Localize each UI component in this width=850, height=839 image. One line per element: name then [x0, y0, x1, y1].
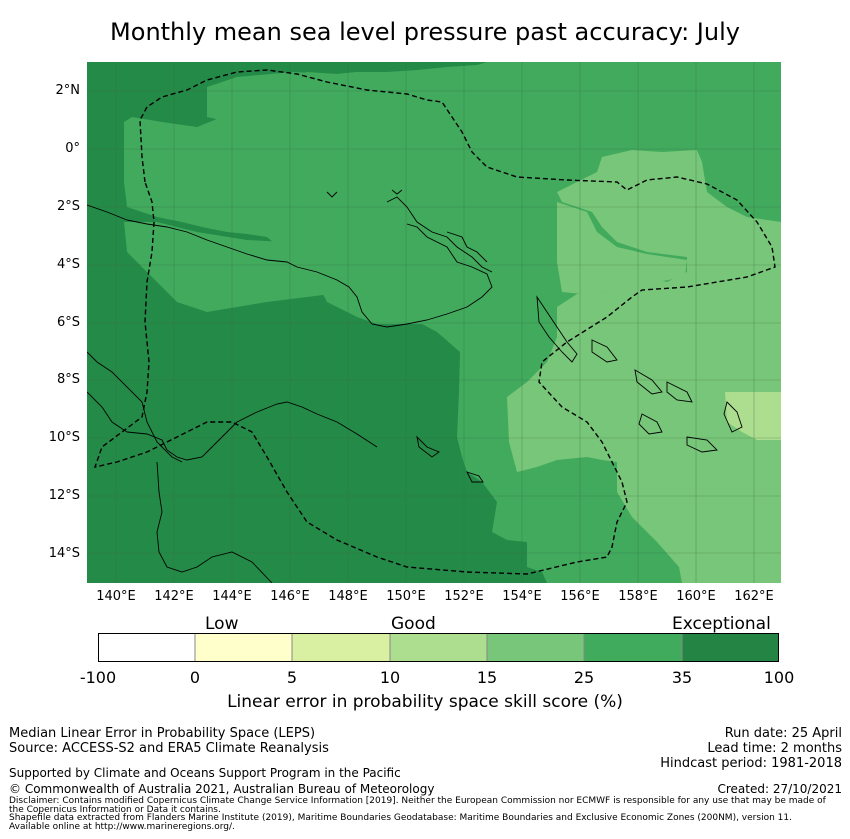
- lon-tick: 156°E: [560, 589, 600, 604]
- lat-tick: 0°: [65, 141, 80, 156]
- coastlines: [87, 189, 743, 583]
- lon-tick: 146°E: [270, 589, 310, 604]
- source-text: Source: ACCESS-S2 and ERA5 Climate Reana…: [9, 741, 329, 756]
- colorbar-segment: [584, 633, 682, 662]
- colorbar: [98, 633, 779, 662]
- skill-region-medium: [507, 150, 781, 583]
- lon-tick: 150°E: [386, 589, 426, 604]
- skill-region-medium-mid: [557, 202, 687, 294]
- created-date: Created: 27/10/2021: [717, 782, 842, 796]
- leps-description: Median Linear Error in Probability Space…: [9, 726, 316, 741]
- supported-text: Supported by Climate and Oceans Support …: [9, 766, 401, 780]
- lat-tick: 10°S: [48, 430, 80, 445]
- lon-tick: 144°E: [212, 589, 252, 604]
- map-title: Monthly mean sea level pressure past acc…: [110, 18, 740, 46]
- copyright-text: © Commonwealth of Australia 2021, Austra…: [9, 782, 435, 796]
- colorbar-tick: 100: [763, 668, 795, 687]
- colorbar-tick: 25: [573, 668, 595, 687]
- colorbar-tick: -100: [79, 668, 117, 687]
- colorbar-tick: 5: [286, 668, 298, 687]
- lon-tick: 140°E: [96, 589, 136, 604]
- colorbar-segment: [682, 633, 779, 662]
- lon-tick: 148°E: [328, 589, 368, 604]
- colorbar-tick: 35: [671, 668, 693, 687]
- lon-tick: 158°E: [618, 589, 658, 604]
- colorbar-category-good: Good: [391, 614, 436, 634]
- colorbar-segment: [292, 633, 390, 662]
- colorbar-segment: [390, 633, 487, 662]
- colorbar-tick: 15: [476, 668, 498, 687]
- skill-region-dark-west: [124, 222, 357, 312]
- lat-tick: 2°S: [56, 199, 80, 214]
- colorbar-tick: 10: [379, 668, 401, 687]
- graticule: [87, 62, 781, 583]
- run-date: Run date: 25 April: [724, 726, 842, 741]
- lon-tick: 162°E: [734, 589, 774, 604]
- lon-tick: 160°E: [676, 589, 716, 604]
- lat-tick: 8°S: [56, 372, 80, 387]
- colorbar-label: Linear error in probability space skill …: [227, 692, 623, 712]
- lead-time: Lead time: 2 months: [707, 741, 842, 756]
- disclaimer-line-2: the Copernicus Information or Data it co…: [9, 805, 221, 815]
- lat-tick: 4°S: [56, 257, 80, 272]
- eez-boundary: [93, 69, 776, 575]
- colorbar-category-exceptional: Exceptional: [672, 614, 771, 634]
- lon-tick: 142°E: [154, 589, 194, 604]
- colorbar-segment: [195, 633, 292, 662]
- hindcast-period: Hindcast period: 1981-2018: [660, 756, 842, 771]
- lon-tick: 154°E: [502, 589, 542, 604]
- lat-tick: 6°S: [56, 315, 80, 330]
- disclaimer-line-1: Disclaimer: Contains modified Copernicus…: [9, 796, 826, 806]
- colorbar-category-low: Low: [205, 614, 239, 634]
- lat-tick: 12°S: [48, 488, 80, 503]
- shapefile-line-2: Available online at http://www.marinereg…: [9, 822, 235, 832]
- shapefile-line-1: Shapefile data extracted from Flanders M…: [9, 813, 792, 823]
- lat-tick: 2°N: [55, 83, 81, 98]
- colorbar-segment: [98, 633, 195, 662]
- colorbar-tick: 0: [189, 668, 201, 687]
- lon-tick: 152°E: [444, 589, 484, 604]
- colorbar-segment: [487, 633, 584, 662]
- lat-tick: 14°S: [48, 546, 80, 561]
- skill-map: [87, 62, 781, 583]
